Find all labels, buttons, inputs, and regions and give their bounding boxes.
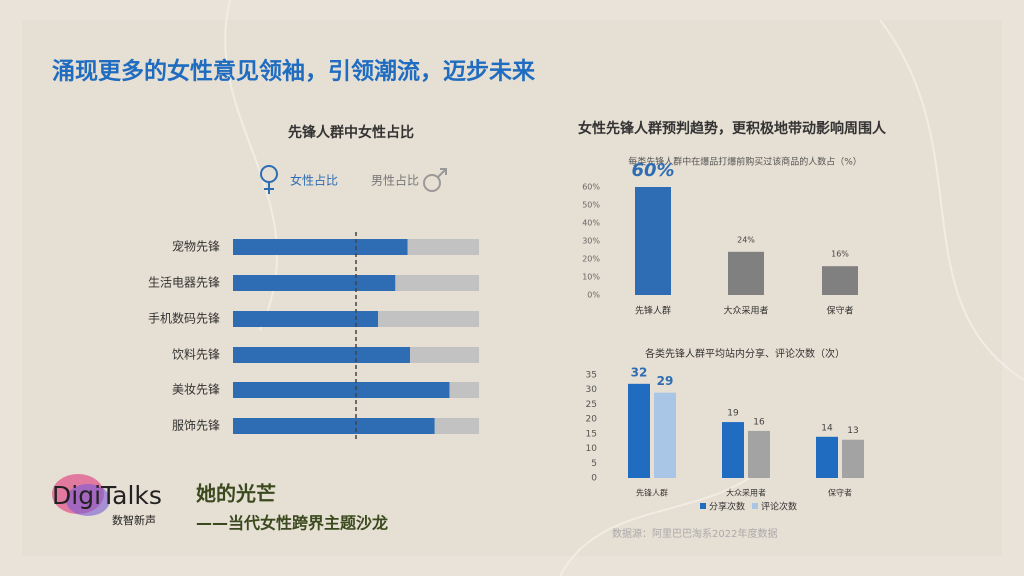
x-tick-label: 先锋人群 xyxy=(636,488,668,498)
legend-label: 分享次数 xyxy=(709,501,745,513)
bar-segment xyxy=(233,239,408,255)
y-tick-label: 10 xyxy=(586,444,598,454)
y-tick-label: 10% xyxy=(582,273,600,282)
y-tick-label: 50% xyxy=(582,201,600,210)
bar xyxy=(728,251,764,295)
x-tick-label: 保守者 xyxy=(828,488,852,498)
bar-segment xyxy=(395,275,479,291)
logo-name: DigiTalks xyxy=(52,481,162,510)
y-tick-label: 30% xyxy=(582,237,600,246)
y-tick-label: 5 xyxy=(591,459,597,469)
value-label: 60% xyxy=(631,160,674,181)
bar xyxy=(635,187,671,295)
logo-subtitle: 数智新声 xyxy=(112,513,156,527)
bar-segment xyxy=(449,382,479,398)
bar-segment xyxy=(233,418,435,434)
section-heading: 女性先锋人群预判趋势，更积极地带动影响周围人 xyxy=(578,120,887,137)
legend-swatch xyxy=(700,503,706,509)
bar-segment xyxy=(378,311,479,327)
bar-segment xyxy=(407,239,479,255)
legend-swatch xyxy=(752,503,758,509)
bar xyxy=(654,392,676,478)
value-label: 14 xyxy=(821,423,833,433)
y-tick-label: 30 xyxy=(586,385,598,395)
chart-title: 各类先锋人群平均站内分享、评论次数（次） xyxy=(645,347,845,360)
x-tick-label: 大众采用者 xyxy=(723,305,768,317)
y-tick-label: 服饰先锋 xyxy=(172,419,220,433)
bar xyxy=(816,436,838,478)
event-subtitle: ——当代女性跨界主题沙龙 xyxy=(196,514,388,533)
value-label: 19 xyxy=(727,409,739,419)
value-label: 16 xyxy=(753,417,765,427)
y-tick-label: 0 xyxy=(591,474,597,484)
legend-label: 女性占比 xyxy=(290,173,338,188)
value-label: 29 xyxy=(657,374,674,388)
y-tick-label: 20% xyxy=(582,255,600,264)
bar-segment xyxy=(233,382,450,398)
y-tick-label: 35 xyxy=(586,371,597,381)
bar-segment xyxy=(233,347,411,363)
female-icon xyxy=(260,165,278,194)
bar xyxy=(628,383,650,478)
legend-label: 男性占比 xyxy=(371,173,419,188)
bar xyxy=(822,266,858,295)
x-tick-label: 大众采用者 xyxy=(726,488,766,498)
slide-title: 涌现更多的女性意见领袖，引领潮流，迈步未来 xyxy=(52,58,536,85)
y-tick-label: 15 xyxy=(586,429,597,439)
y-tick-label: 饮料先锋 xyxy=(172,348,220,362)
event-title: 她的光芒 xyxy=(196,482,276,506)
bar xyxy=(748,430,770,478)
y-tick-label: 60% xyxy=(582,183,600,192)
bar xyxy=(722,422,744,478)
bar xyxy=(842,439,864,478)
y-tick-label: 生活电器先锋 xyxy=(148,276,220,290)
value-label: 24% xyxy=(737,235,755,244)
value-label: 16% xyxy=(831,250,849,259)
y-tick-label: 40% xyxy=(582,219,600,228)
chart-title: 每类先锋人群中在爆品打爆前购买过该商品的人数占（%） xyxy=(628,156,862,168)
x-tick-label: 保守者 xyxy=(826,305,853,317)
logo: DigiTalks 数智新声 xyxy=(52,474,162,527)
y-tick-label: 手机数码先锋 xyxy=(148,311,220,326)
bar-segment xyxy=(233,275,396,291)
y-tick-label: 25 xyxy=(586,400,597,410)
y-tick-label: 美妆先锋 xyxy=(172,383,220,397)
x-tick-label: 先锋人群 xyxy=(635,305,671,317)
male-icon xyxy=(423,168,447,192)
value-label: 13 xyxy=(847,426,858,436)
legend-label: 评论次数 xyxy=(761,501,797,513)
y-tick-label: 宠物先锋 xyxy=(172,239,220,254)
chart-title: 先锋人群中女性占比 xyxy=(288,124,414,141)
y-tick-label: 0% xyxy=(587,291,600,300)
bar-segment xyxy=(233,311,379,327)
source-note: 数据源：阿里巴巴淘系2022年度数据 xyxy=(612,527,777,540)
y-tick-label: 20 xyxy=(586,415,598,425)
value-label: 32 xyxy=(631,365,648,379)
bar-segment xyxy=(410,347,479,363)
bar-segment xyxy=(434,418,479,434)
